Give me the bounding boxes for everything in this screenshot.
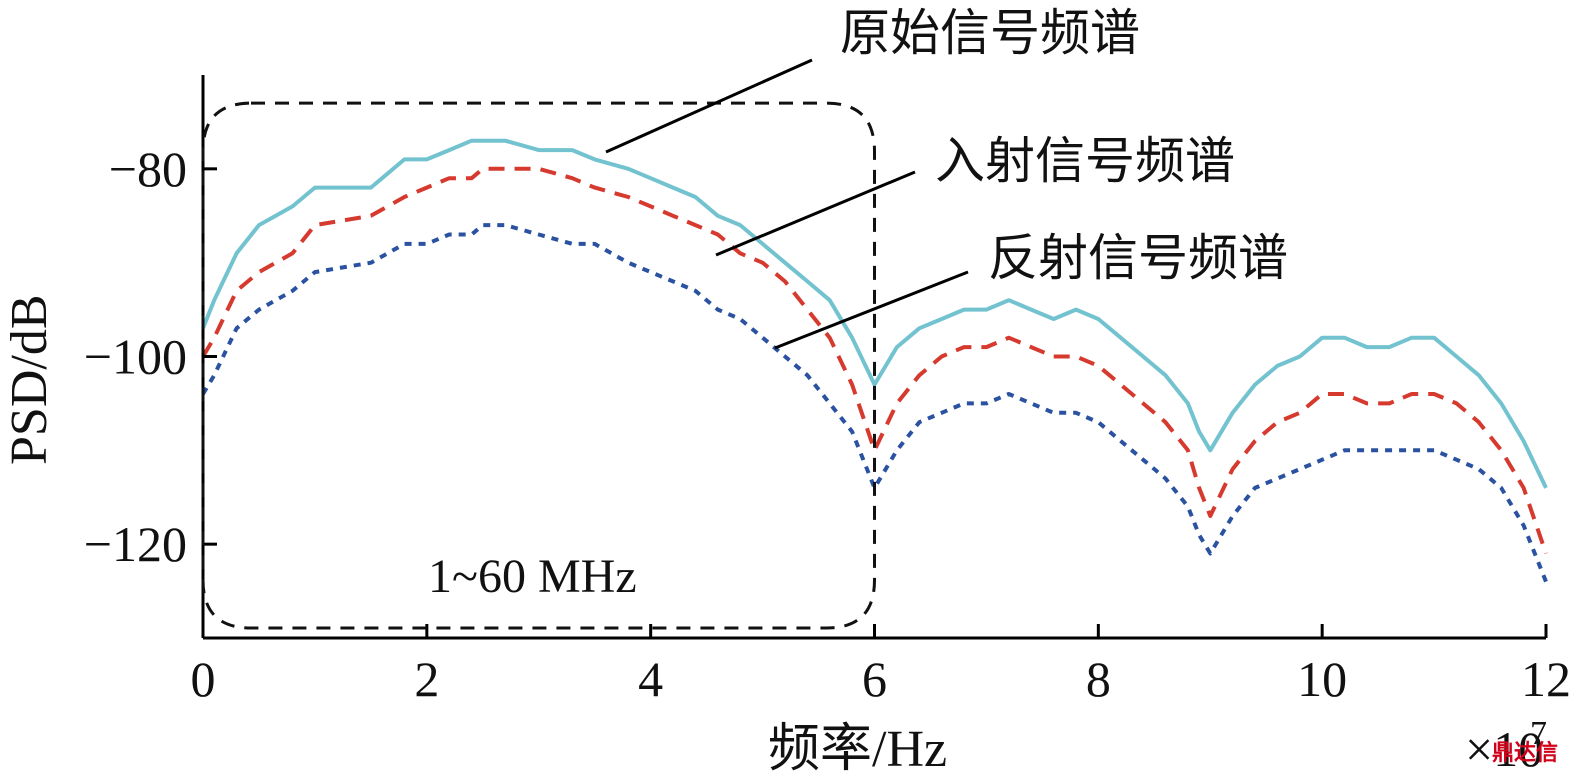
annotation-leader-incident [715,170,916,257]
annotation-original-spectrum: 原始信号频谱 [840,4,1140,62]
x-multiplier: ×10 [1465,721,1543,777]
x-tick-label: 10 [1297,651,1347,707]
x-axis-title: 频率/Hz [768,721,947,778]
y-axis-title: PSD/dB [1,294,58,465]
series-line-1 [201,138,1548,489]
x-tick-label: 8 [1086,651,1111,707]
x-tick-label: 12 [1521,651,1571,707]
y-tick-label: −120 [84,516,187,572]
series-layer [201,138,1548,583]
highlight-box-1-60mhz [201,101,876,630]
x-multiplier-exponent: 7 [1530,715,1547,752]
annotation-leader-reflected [774,270,969,350]
series-line-2 [201,166,1548,555]
series-line-3 [201,223,1548,583]
x-tick-label: 4 [638,651,663,707]
x-tick-label: 2 [414,651,439,707]
annotation-leader-original [605,58,813,154]
annotation-reflected-spectrum: 反射信号频谱 [988,229,1288,287]
annotation-incident-spectrum: 入射信号频谱 [935,132,1235,190]
highlight-box-label: 1~60 MHz [428,550,637,603]
ticks-layer: 0 2 4 6 8 10 12 −80 −100 −120 [84,141,1571,707]
watermark: 鼎达信 [1492,740,1558,766]
x-tick-label: 6 [862,651,887,707]
y-tick-label: −100 [84,329,187,385]
x-tick-label: 0 [191,651,216,707]
y-tick-label: −80 [109,141,187,197]
